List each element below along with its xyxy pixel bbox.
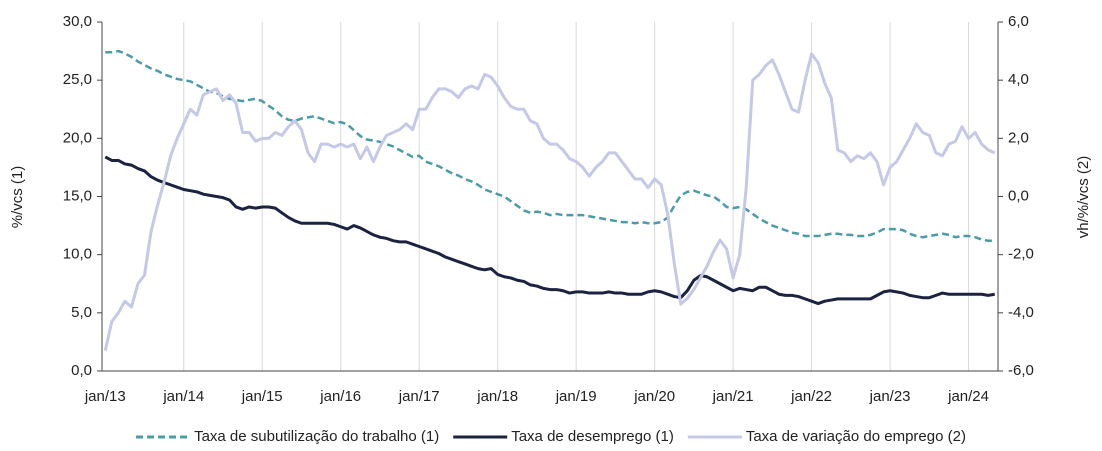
x-tick-label: jan/22 xyxy=(790,388,832,405)
y-tick-label: 30,0 xyxy=(63,13,92,30)
series-line xyxy=(104,155,995,306)
legend-label: Taxa de desemprego (1) xyxy=(511,428,674,445)
series-line xyxy=(103,52,996,351)
y-tick-label: 20,0 xyxy=(63,129,92,146)
y2-tick-label: 6,0 xyxy=(1008,13,1029,30)
x-tick-label: jan/15 xyxy=(241,388,283,405)
y2-tick-label: -6,0 xyxy=(1008,362,1034,379)
x-tick-label: jan/16 xyxy=(319,388,361,405)
y-tick-label: 0,0 xyxy=(71,362,92,379)
y2-tick-label: 4,0 xyxy=(1008,71,1029,88)
x-tick-label: jan/23 xyxy=(869,388,911,405)
x-tick-label: jan/24 xyxy=(947,388,989,405)
y2-axis-label: vh/%/vcs (2) xyxy=(1075,156,1092,239)
x-tick-label: jan/14 xyxy=(162,388,204,405)
y-tick-label: 10,0 xyxy=(63,246,92,263)
y-tick-label: 25,0 xyxy=(63,71,92,88)
series-line xyxy=(105,49,995,242)
y2-tick-label: -4,0 xyxy=(1008,304,1034,321)
y-tick-label: 15,0 xyxy=(63,187,92,204)
y2-tick-label: -2,0 xyxy=(1008,246,1034,263)
y2-tick-label: 0,0 xyxy=(1008,187,1029,204)
x-tick-label: jan/17 xyxy=(398,388,440,405)
y2-tick-label: 2,0 xyxy=(1008,129,1029,146)
legend-label: Taxa de subutilização do trabalho (1) xyxy=(194,428,439,445)
y-tick-label: 5,0 xyxy=(71,304,92,321)
x-tick-label: jan/21 xyxy=(712,388,754,405)
x-tick-label: jan/19 xyxy=(555,388,597,405)
x-tick-label: jan/20 xyxy=(633,388,675,405)
legend-label: Taxa de variação do emprego (2) xyxy=(746,428,966,445)
x-tick-label: jan/13 xyxy=(84,388,126,405)
x-tick-label: jan/18 xyxy=(476,388,518,405)
y-axis-label: %/vcs (1) xyxy=(9,166,26,229)
